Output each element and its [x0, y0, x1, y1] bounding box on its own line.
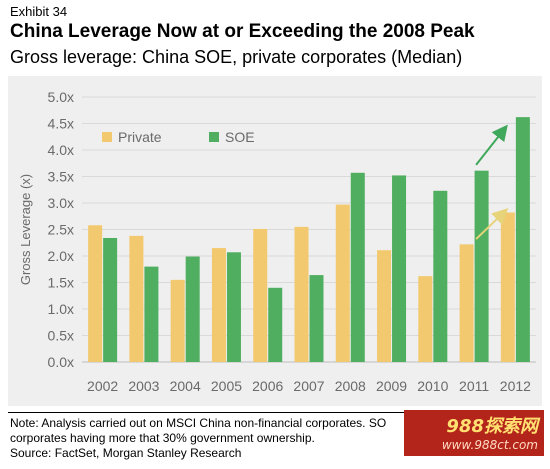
legend-label-private: Private	[118, 129, 162, 145]
bar-soe-2011	[474, 170, 489, 362]
bar-soe-2002	[103, 237, 118, 362]
exhibit-label: Exhibit 34	[10, 4, 68, 19]
x-tick-label: 2006	[252, 378, 283, 394]
x-tick-label: 2008	[335, 378, 366, 394]
x-tick-label: 2003	[128, 378, 159, 394]
y-tick-label: 0.0x	[48, 354, 74, 370]
x-tick-label: 2010	[417, 378, 448, 394]
bar-soe-2009	[392, 175, 407, 362]
bar-soe-2003	[144, 266, 159, 362]
x-tick-label: 2002	[87, 378, 118, 394]
watermark-logo: 988探索网 www.988ct.com	[404, 410, 544, 456]
chart-notes: Note: Analysis carried out on MSCI China…	[10, 416, 410, 461]
y-tick-label: 1.5x	[48, 275, 74, 291]
bar-soe-2008	[350, 172, 365, 362]
bar-private-2011	[459, 244, 474, 362]
bar-chart: 0.0x 0.5x 1.0x 1.5x 2.0x 2.5x 3.0x 3.5x 4.0x 4.5x…	[18, 89, 536, 394]
bar-private-2005	[211, 248, 226, 362]
x-tick-label: 2007	[293, 378, 324, 394]
y-tick-label: 4.5x	[48, 116, 74, 132]
chart-subtitle: Gross leverage: China SOE, private corpo…	[10, 47, 463, 67]
legend-swatch-private	[102, 132, 112, 142]
bar-private-2007	[294, 226, 309, 362]
y-tick-label: 3.5x	[48, 169, 74, 185]
y-tick-label: 2.0x	[48, 248, 74, 264]
y-tick-label: 2.5x	[48, 222, 74, 238]
bar-soe-2010	[433, 190, 448, 362]
bar-soe-2012	[515, 117, 530, 362]
bar-private-2009	[377, 250, 392, 362]
footer-divider	[8, 412, 542, 413]
note-line-1: Note: Analysis carried out on MSCI China…	[10, 416, 387, 430]
bar-soe-2007	[309, 275, 324, 362]
bar-soe-2006	[268, 287, 283, 362]
watermark-text: 988探索网	[446, 416, 538, 437]
x-tick-label: 2011	[459, 378, 489, 394]
y-axis-label: Gross Leverage (x)	[18, 174, 33, 285]
y-tick-label: 1.0x	[48, 301, 74, 317]
bar-private-2004	[170, 279, 185, 362]
legend-label-soe: SOE	[225, 129, 255, 145]
y-tick-label: 4.0x	[48, 142, 74, 158]
chart-frame: 0.0x 0.5x 1.0x 1.5x 2.0x 2.5x 3.0x 3.5x 4.0x 4.5x…	[8, 76, 542, 406]
x-tick-label: 2009	[376, 378, 407, 394]
annotation-arrow-soe	[475, 124, 508, 166]
bar-private-2010	[418, 276, 433, 362]
x-tick-label: 2005	[211, 378, 242, 394]
bar-private-2012	[500, 212, 515, 362]
bar-private-2006	[253, 228, 268, 362]
chart-title: China Leverage Now at or Exceeding the 2…	[10, 21, 475, 42]
source-line: Source: FactSet, Morgan Stanley Research	[10, 446, 242, 460]
bar-private-2002	[88, 225, 103, 362]
legend-swatch-soe	[209, 132, 219, 142]
watermark-url: www.988ct.com	[441, 438, 538, 452]
note-line-2: corporates having more that 30% governme…	[10, 431, 315, 445]
bar-soe-2004	[185, 256, 200, 362]
bar-private-2003	[129, 235, 144, 362]
bar-private-2008	[335, 204, 350, 362]
x-tick-label: 2012	[500, 378, 531, 394]
y-tick-label: 3.0x	[48, 195, 74, 211]
x-tick-label: 2004	[170, 378, 201, 394]
y-tick-label: 5.0x	[48, 89, 74, 105]
annotation-arrow-private	[475, 208, 509, 240]
bar-soe-2005	[226, 252, 241, 362]
y-tick-label: 0.5x	[48, 328, 74, 344]
